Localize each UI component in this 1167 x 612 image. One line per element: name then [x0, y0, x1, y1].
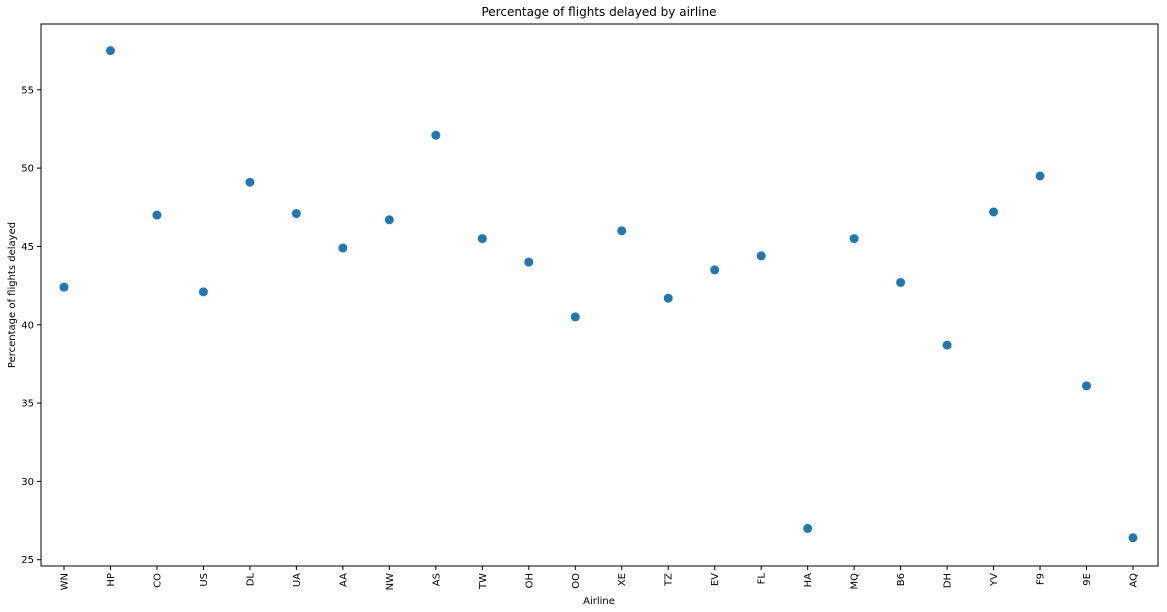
x-tick-label: DH	[943, 573, 954, 588]
x-tick-label: AS	[431, 573, 442, 586]
data-point-ev	[710, 265, 720, 275]
data-point-oh	[524, 257, 534, 267]
data-point-fl	[756, 251, 766, 261]
y-tick-label: 50	[21, 164, 34, 175]
x-tick-label: UA	[292, 573, 303, 587]
data-point-9e	[1082, 381, 1092, 391]
y-tick-label: 45	[21, 242, 34, 253]
data-point-oo	[570, 312, 580, 322]
plot-frame	[40, 23, 1159, 567]
x-tick-label: AA	[338, 573, 349, 587]
x-tick-label: TW	[478, 573, 489, 590]
data-point-tw	[477, 234, 487, 244]
y-tick-label: 25	[21, 555, 34, 566]
x-axis: WN HP CO US DL UA AA NW AS TW OH OO XE TZ EV FL HA MQ B6 DH…	[60, 566, 1140, 590]
x-tick-label: WN	[60, 573, 71, 590]
x-tick-label: HA	[803, 573, 814, 588]
y-tick-label: 35	[21, 399, 34, 410]
x-tick-label: TZ	[664, 573, 675, 587]
y-axis: 25 30 35 40 45 50 55	[21, 85, 41, 566]
x-tick-label: DL	[245, 573, 256, 587]
x-tick-label: CO	[152, 573, 163, 588]
plot-area	[59, 46, 1138, 543]
x-tick-label: NW	[385, 573, 396, 590]
data-point-f9	[1035, 171, 1045, 181]
x-tick-label: YV	[989, 573, 1000, 587]
x-tick-label: XE	[617, 573, 628, 586]
data-point-ha	[803, 523, 813, 533]
data-point-aq	[1128, 533, 1138, 543]
data-point-co	[152, 210, 162, 220]
chart-title: Percentage of flights delayed by airline	[481, 5, 716, 19]
data-point-yv	[989, 207, 999, 217]
data-point-dh	[942, 340, 952, 350]
x-tick-label: B6	[896, 573, 907, 586]
data-point-hp	[105, 46, 115, 56]
data-point-xe	[617, 226, 627, 236]
data-point-tz	[663, 293, 673, 303]
x-tick-label: EV	[710, 573, 721, 586]
data-point-mq	[849, 234, 859, 244]
x-tick-label: HP	[106, 573, 117, 587]
y-axis-label: Percentage of flights delayed	[7, 222, 18, 368]
data-point-b6	[896, 277, 906, 287]
x-tick-label: 9E	[1082, 573, 1093, 586]
x-tick-label: OH	[524, 573, 535, 588]
x-tick-label: AQ	[1129, 573, 1140, 588]
data-point-nw	[384, 215, 394, 225]
x-tick-label: FL	[757, 573, 768, 585]
x-tick-label: MQ	[850, 573, 861, 590]
y-tick-label: 30	[21, 477, 34, 488]
data-point-ua	[291, 209, 301, 219]
data-point-wn	[59, 282, 69, 292]
x-axis-label: Airline	[583, 596, 615, 607]
x-tick-label: F9	[1036, 573, 1047, 585]
y-tick-label: 40	[21, 320, 34, 331]
data-point-aa	[338, 243, 348, 253]
y-tick-label: 55	[21, 85, 34, 96]
data-point-us	[198, 287, 208, 297]
data-point-dl	[245, 177, 255, 187]
x-tick-label: US	[199, 573, 210, 587]
data-point-as	[431, 130, 441, 140]
x-tick-label: OO	[571, 573, 582, 589]
